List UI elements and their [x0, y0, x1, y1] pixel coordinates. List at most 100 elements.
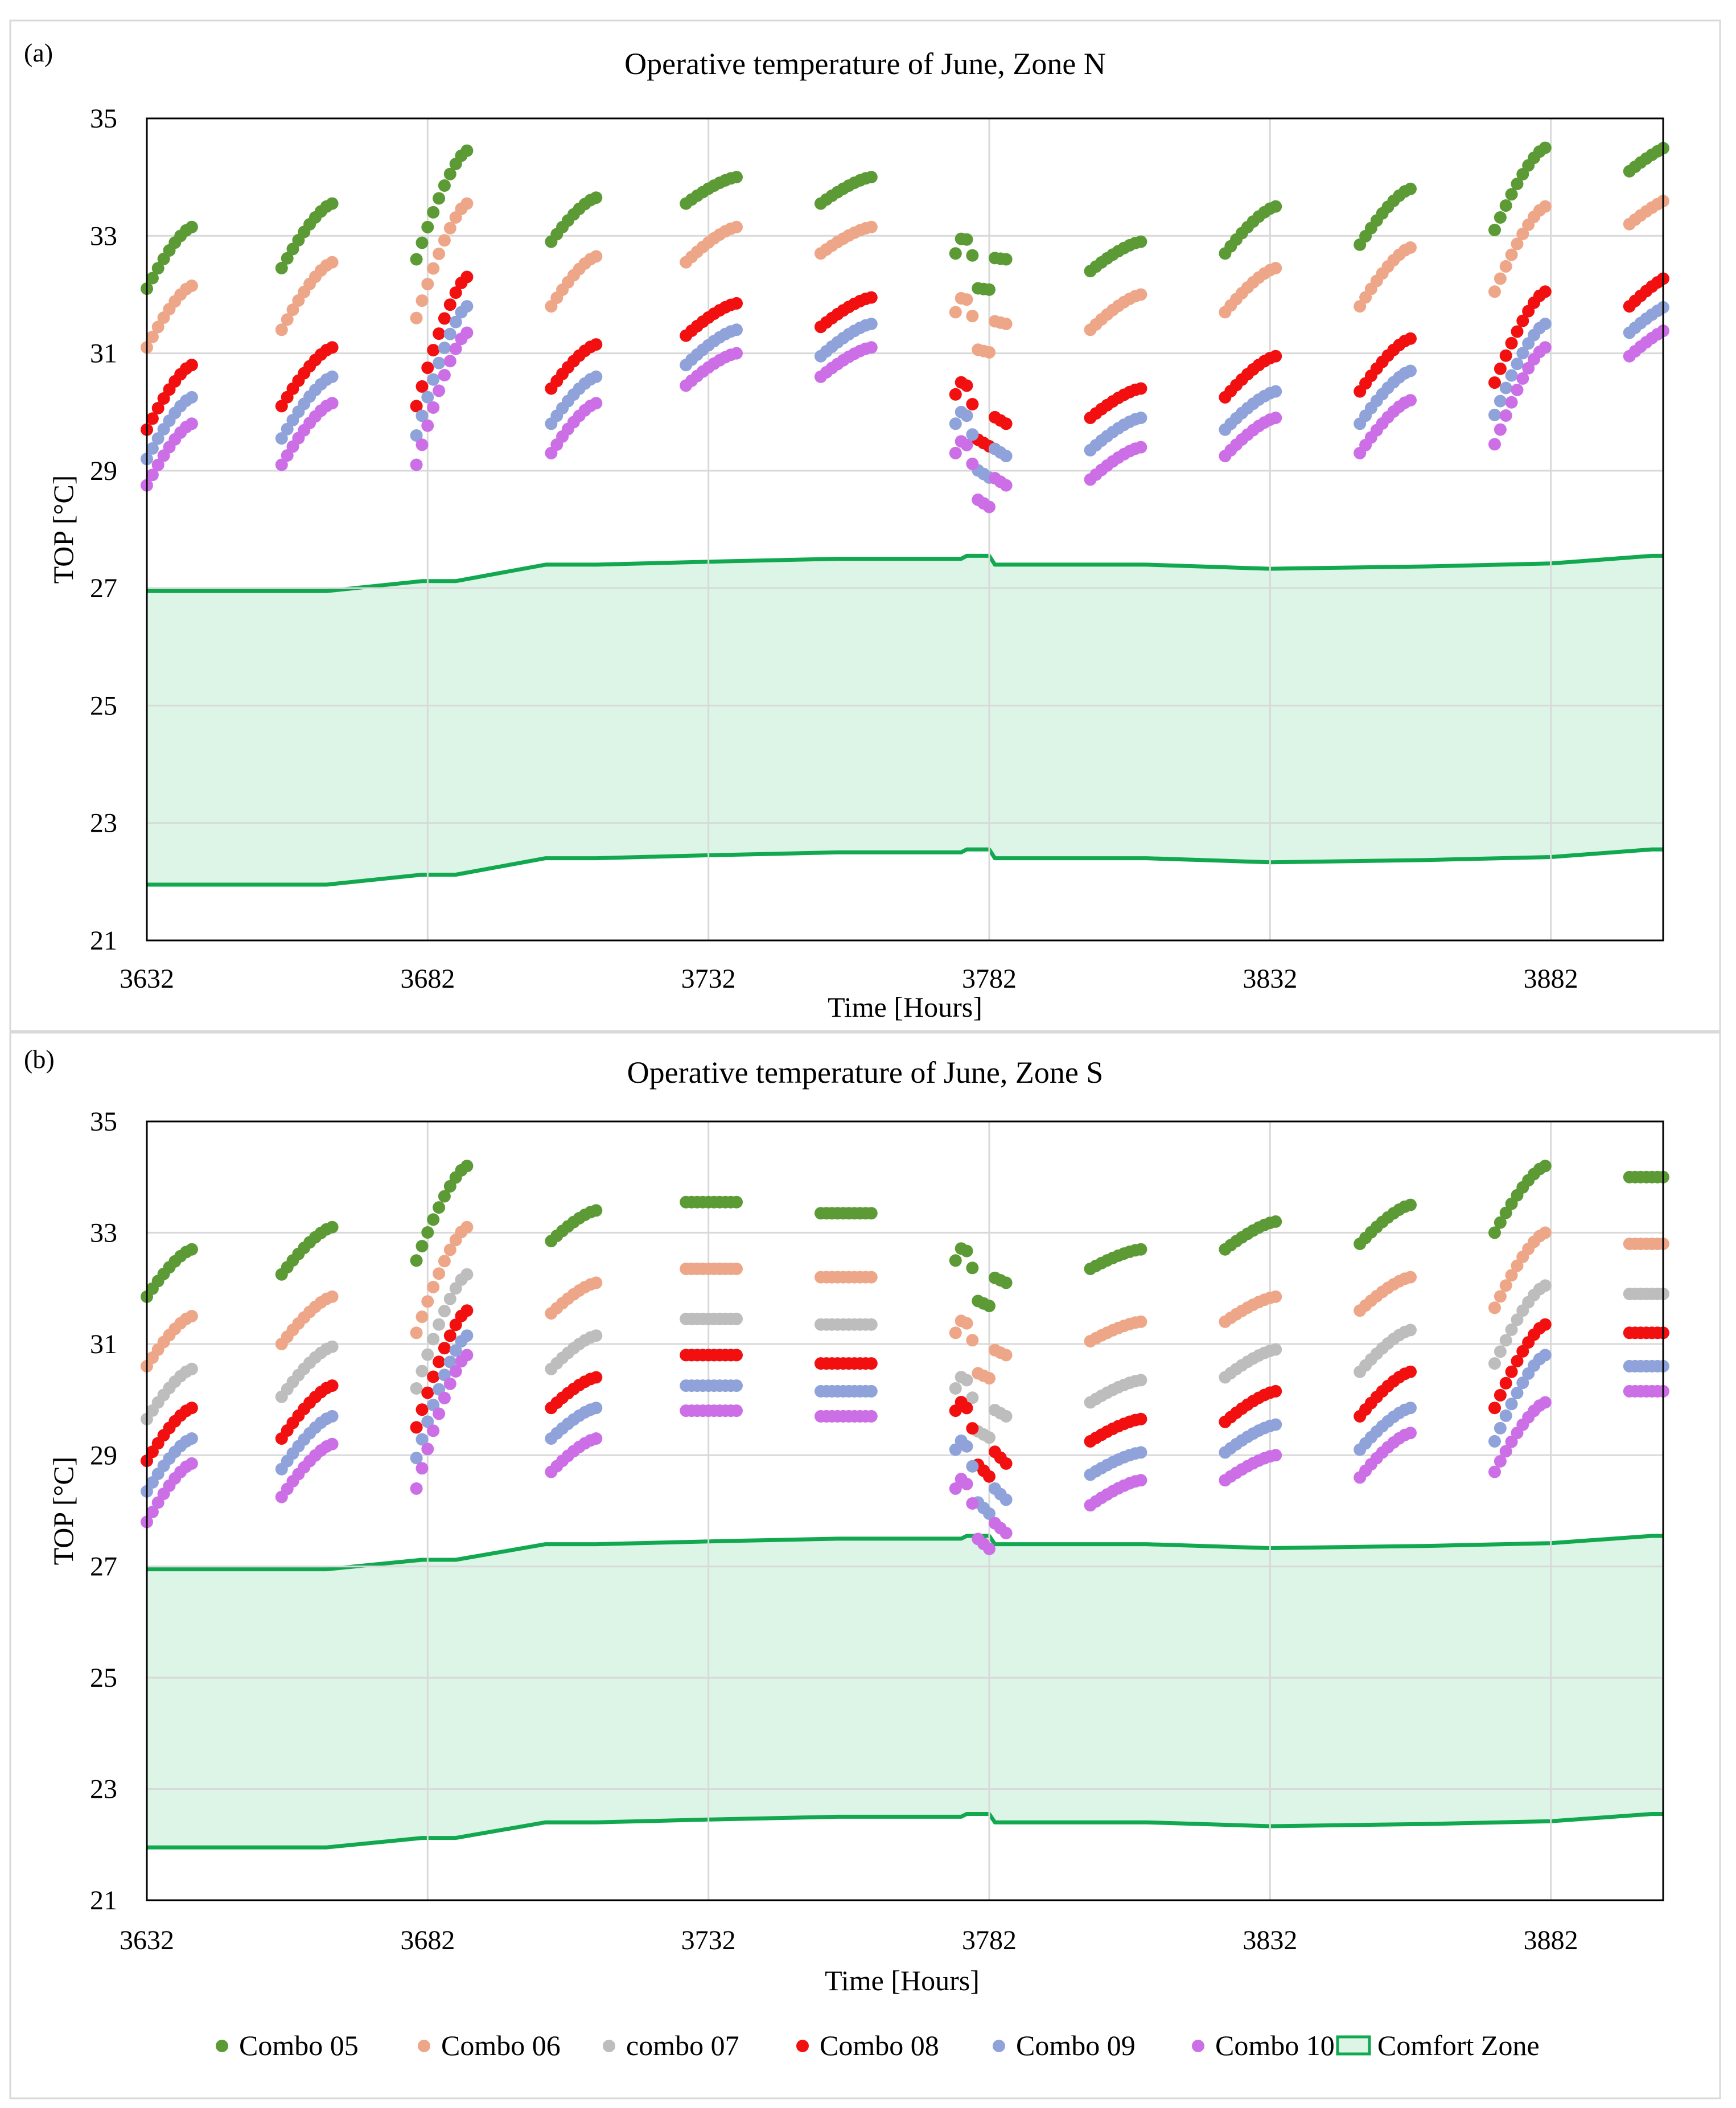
point-combo-08: [983, 1470, 995, 1483]
point-combo-06: [1499, 1279, 1512, 1292]
point-combo-09: [1511, 1386, 1524, 1399]
point-combo-06: [1494, 272, 1507, 285]
point-combo-08: [421, 1386, 434, 1399]
point-combo-06: [146, 330, 159, 343]
panel-b-comfort-zone: [147, 1534, 1663, 1850]
point-combo-09: [326, 370, 339, 383]
point-combo-10: [433, 1407, 446, 1420]
point-combo-10: [983, 500, 995, 513]
point-combo-05: [1269, 1215, 1282, 1228]
point-combo-06: [865, 1271, 878, 1284]
point-combo-08: [960, 379, 973, 392]
point-combo-10: [146, 1506, 159, 1518]
point-combo-06: [966, 1334, 979, 1347]
y-tick-label: 23: [90, 808, 117, 839]
point-combo-10: [460, 1349, 474, 1362]
point-combo-10: [449, 1365, 462, 1378]
legend-marker: [418, 2040, 430, 2052]
point-combo-10: [730, 347, 743, 360]
point-combo-07: [421, 1348, 434, 1361]
legend-item-combo-05: Combo 05: [216, 2029, 359, 2061]
series-combo-05: [141, 141, 1669, 296]
point-combo-10: [416, 438, 429, 451]
point-combo-10: [1516, 372, 1529, 385]
point-combo-10: [1269, 1449, 1282, 1462]
comfort-zone-fill: [147, 1536, 1663, 1848]
point-combo-09: [326, 1410, 339, 1423]
point-combo-05: [326, 197, 339, 210]
legend-marker: [1192, 2040, 1204, 2052]
x-tick-label: 3882: [1524, 964, 1578, 994]
point-combo-10: [185, 1457, 198, 1470]
point-combo-06: [1499, 260, 1512, 273]
series-combo-09: [141, 1329, 1669, 1520]
point-combo-05: [983, 283, 995, 296]
point-combo-08: [1134, 1412, 1147, 1425]
point-combo-10: [966, 457, 979, 470]
y-tick-label: 21: [90, 926, 117, 956]
x-tick-label: 3732: [681, 1925, 736, 1955]
point-combo-09: [1499, 1409, 1512, 1422]
point-combo-10: [949, 1482, 962, 1495]
point-combo-06: [1538, 200, 1552, 213]
point-combo-09: [960, 409, 973, 422]
y-tick-label: 35: [90, 104, 117, 134]
legend-label: Combo 10: [1215, 2029, 1335, 2061]
point-combo-07: [865, 1318, 878, 1331]
point-combo-05: [730, 171, 743, 184]
point-combo-10: [1134, 1474, 1147, 1487]
y-tick-label: 33: [90, 221, 117, 251]
point-combo-06: [999, 1349, 1013, 1362]
point-combo-06: [185, 1310, 198, 1322]
point-combo-10: [427, 401, 440, 414]
point-combo-10: [590, 1432, 603, 1445]
legend-label: Combo 08: [820, 2029, 939, 2061]
point-combo-06: [1354, 300, 1367, 313]
point-combo-06: [427, 1280, 440, 1293]
point-combo-05: [185, 220, 198, 233]
point-combo-07: [460, 1268, 474, 1281]
point-combo-06: [949, 1326, 962, 1339]
comfort-zone-fill: [147, 556, 1663, 885]
legend-marker: [603, 2040, 615, 2052]
series-combo-10: [141, 324, 1669, 513]
point-combo-09: [966, 428, 979, 441]
point-combo-06: [443, 221, 456, 235]
point-combo-06: [427, 262, 440, 275]
point-combo-09: [1488, 408, 1501, 421]
point-combo-08: [427, 1370, 440, 1383]
point-combo-06: [590, 1276, 603, 1289]
point-combo-10: [1488, 438, 1501, 451]
point-combo-05: [730, 1195, 743, 1209]
point-combo-09: [281, 422, 294, 435]
point-combo-06: [730, 220, 743, 233]
point-combo-10: [443, 355, 456, 368]
point-combo-09: [1494, 1421, 1507, 1435]
y-tick-label: 29: [90, 456, 117, 486]
panel-b-y-axis-title: TOP [°C]: [47, 1457, 79, 1565]
panel-a-x-axis-title: Time [Hours]: [828, 991, 982, 1023]
point-combo-05: [1511, 178, 1524, 190]
point-combo-07: [590, 1329, 603, 1342]
point-combo-08: [1404, 1365, 1417, 1378]
point-combo-05: [1505, 188, 1518, 201]
point-combo-06: [326, 1290, 339, 1303]
point-combo-06: [1505, 248, 1518, 261]
point-combo-06: [151, 320, 164, 334]
point-combo-09: [1505, 1398, 1518, 1411]
point-combo-06: [421, 1295, 434, 1308]
point-combo-06: [960, 293, 973, 306]
point-combo-09: [1499, 381, 1512, 395]
point-combo-10: [1538, 1396, 1552, 1409]
point-combo-08: [1269, 1384, 1282, 1398]
point-combo-09: [443, 1355, 456, 1369]
point-combo-10: [1505, 396, 1518, 409]
point-combo-08: [590, 338, 603, 351]
point-combo-09: [1516, 1376, 1529, 1390]
point-combo-08: [1488, 376, 1501, 389]
y-tick-label: 31: [90, 1329, 117, 1359]
point-combo-08: [449, 286, 462, 299]
point-combo-08: [157, 392, 170, 405]
series-combo-08: [141, 270, 1669, 453]
x-tick-label: 3632: [120, 964, 174, 994]
